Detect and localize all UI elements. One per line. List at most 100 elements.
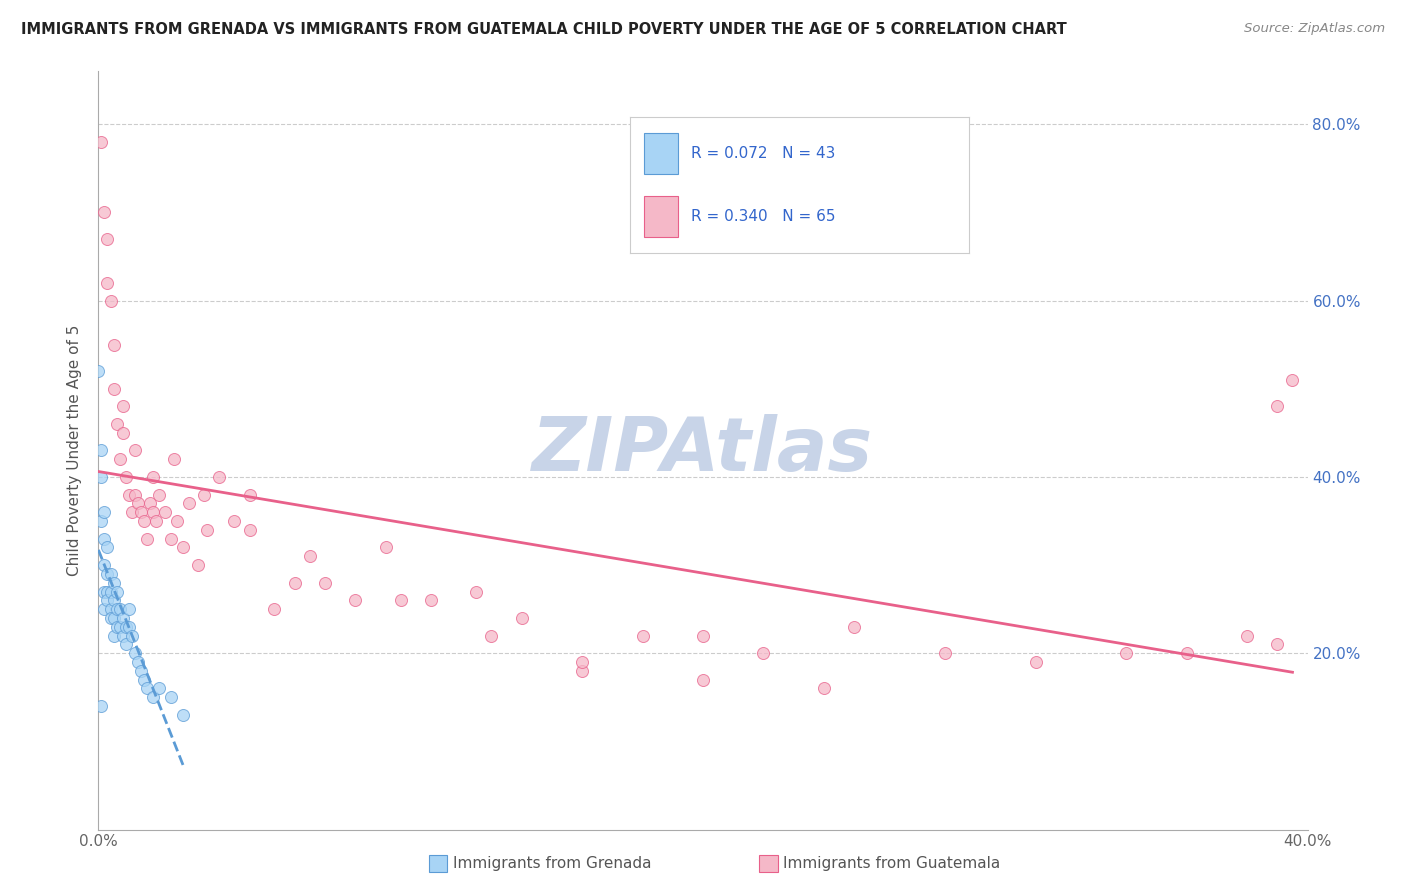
- Point: [420, 593, 443, 607]
- Point: [299, 549, 322, 564]
- Point: [114, 470, 136, 484]
- Point: [1236, 629, 1258, 643]
- Point: [93, 205, 115, 219]
- Point: [160, 532, 183, 546]
- Point: [166, 514, 188, 528]
- Point: [1024, 655, 1046, 669]
- Point: [90, 514, 112, 528]
- Point: [631, 629, 654, 643]
- Point: [1267, 400, 1289, 414]
- Point: [481, 629, 503, 643]
- Point: [1281, 373, 1303, 387]
- Point: [90, 443, 112, 458]
- Point: [129, 664, 152, 678]
- Point: [132, 673, 155, 687]
- Point: [103, 575, 125, 590]
- Point: [100, 602, 122, 616]
- Point: [105, 602, 128, 616]
- Point: [142, 470, 165, 484]
- Point: [111, 629, 134, 643]
- Point: [114, 637, 136, 651]
- Point: [145, 514, 167, 528]
- Point: [103, 337, 125, 351]
- Point: [129, 505, 152, 519]
- Point: [105, 417, 128, 431]
- Point: [90, 699, 112, 714]
- Point: [124, 646, 146, 660]
- Point: [93, 505, 115, 519]
- Point: [118, 620, 141, 634]
- Point: [127, 496, 149, 510]
- Point: [100, 293, 122, 308]
- Point: [111, 611, 134, 625]
- Point: [239, 487, 262, 501]
- Point: [284, 575, 307, 590]
- Y-axis label: Child Poverty Under the Age of 5: Child Poverty Under the Age of 5: [67, 325, 83, 576]
- Point: [96, 276, 118, 290]
- Point: [121, 505, 143, 519]
- Point: [172, 541, 194, 555]
- Point: [96, 584, 118, 599]
- Point: [103, 629, 125, 643]
- Text: Immigrants from Guatemala: Immigrants from Guatemala: [783, 856, 1001, 871]
- Point: [124, 487, 146, 501]
- Text: Source: ZipAtlas.com: Source: ZipAtlas.com: [1244, 22, 1385, 36]
- Point: [1175, 646, 1198, 660]
- Point: [132, 514, 155, 528]
- Point: [142, 690, 165, 705]
- Point: [571, 664, 593, 678]
- Point: [111, 425, 134, 440]
- Point: [127, 655, 149, 669]
- Point: [93, 532, 115, 546]
- Point: [208, 470, 231, 484]
- Point: [187, 558, 209, 572]
- Point: [100, 584, 122, 599]
- Point: [93, 584, 115, 599]
- Point: [160, 690, 183, 705]
- Point: [148, 681, 170, 696]
- Point: [105, 620, 128, 634]
- Point: [103, 593, 125, 607]
- Point: [344, 593, 367, 607]
- Point: [844, 620, 866, 634]
- Point: [93, 558, 115, 572]
- Point: [108, 602, 131, 616]
- Point: [93, 602, 115, 616]
- Point: [118, 602, 141, 616]
- Point: [118, 487, 141, 501]
- Point: [163, 452, 186, 467]
- Point: [114, 620, 136, 634]
- Point: [108, 620, 131, 634]
- Point: [121, 629, 143, 643]
- Text: ZIPAtlas: ZIPAtlas: [533, 414, 873, 487]
- Text: IMMIGRANTS FROM GRENADA VS IMMIGRANTS FROM GUATEMALA CHILD POVERTY UNDER THE AGE: IMMIGRANTS FROM GRENADA VS IMMIGRANTS FR…: [21, 22, 1067, 37]
- Point: [139, 496, 162, 510]
- Point: [195, 523, 218, 537]
- Point: [1267, 637, 1289, 651]
- Point: [692, 629, 714, 643]
- Point: [96, 593, 118, 607]
- Point: [96, 232, 118, 246]
- Point: [105, 584, 128, 599]
- Text: Immigrants from Grenada: Immigrants from Grenada: [453, 856, 651, 871]
- Point: [124, 443, 146, 458]
- Point: [111, 400, 134, 414]
- Point: [692, 673, 714, 687]
- Point: [100, 611, 122, 625]
- Point: [90, 135, 112, 149]
- Point: [374, 541, 396, 555]
- Point: [96, 541, 118, 555]
- Point: [135, 681, 157, 696]
- Point: [389, 593, 412, 607]
- Point: [239, 523, 262, 537]
- Point: [314, 575, 336, 590]
- Point: [148, 487, 170, 501]
- Point: [510, 611, 533, 625]
- Point: [96, 566, 118, 581]
- Point: [100, 566, 122, 581]
- Point: [108, 452, 131, 467]
- Point: [179, 496, 201, 510]
- Point: [193, 487, 215, 501]
- Point: [752, 646, 775, 660]
- Point: [103, 611, 125, 625]
